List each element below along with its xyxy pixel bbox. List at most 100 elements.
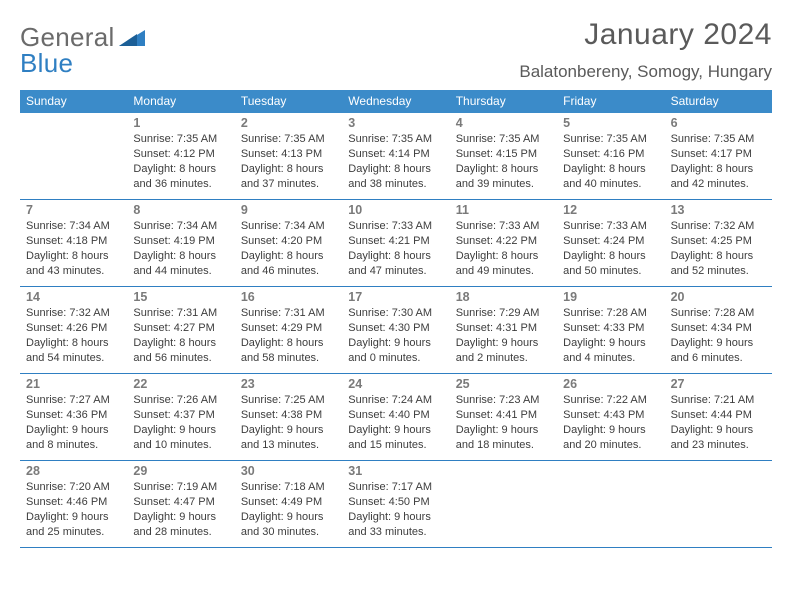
- day-detail-line: Daylight: 9 hours: [133, 510, 228, 525]
- day-detail-line: Sunrise: 7:20 AM: [26, 480, 121, 495]
- day-detail-line: Sunset: 4:25 PM: [671, 234, 766, 249]
- day-number: 14: [26, 290, 121, 304]
- day-detail-line: Sunset: 4:22 PM: [456, 234, 551, 249]
- day-detail-line: Daylight: 8 hours: [133, 249, 228, 264]
- day-detail-line: Sunrise: 7:27 AM: [26, 393, 121, 408]
- day-detail-line: Daylight: 9 hours: [671, 336, 766, 351]
- day-detail-line: and 58 minutes.: [241, 351, 336, 366]
- day-cell: 25Sunrise: 7:23 AMSunset: 4:41 PMDayligh…: [450, 374, 557, 460]
- day-detail-line: Sunset: 4:27 PM: [133, 321, 228, 336]
- day-detail-line: Daylight: 8 hours: [133, 162, 228, 177]
- weekday-header-row: SundayMondayTuesdayWednesdayThursdayFrid…: [20, 90, 772, 113]
- day-detail-line: Sunrise: 7:35 AM: [133, 132, 228, 147]
- day-detail-line: Sunset: 4:29 PM: [241, 321, 336, 336]
- day-detail-line: Daylight: 8 hours: [26, 249, 121, 264]
- day-number: 24: [348, 377, 443, 391]
- day-detail-line: Sunset: 4:46 PM: [26, 495, 121, 510]
- day-detail-line: Sunrise: 7:35 AM: [348, 132, 443, 147]
- day-cell: 8Sunrise: 7:34 AMSunset: 4:19 PMDaylight…: [127, 200, 234, 286]
- day-detail-line: Daylight: 8 hours: [348, 162, 443, 177]
- calendar: SundayMondayTuesdayWednesdayThursdayFrid…: [20, 90, 772, 548]
- day-detail-line: and 10 minutes.: [133, 438, 228, 453]
- day-detail-line: Sunrise: 7:28 AM: [671, 306, 766, 321]
- day-detail-line: Sunrise: 7:31 AM: [241, 306, 336, 321]
- day-number: 6: [671, 116, 766, 130]
- day-number: 21: [26, 377, 121, 391]
- brand-logo: General Blue: [20, 18, 145, 76]
- day-detail-line: Sunrise: 7:35 AM: [241, 132, 336, 147]
- day-detail-line: Sunrise: 7:33 AM: [563, 219, 658, 234]
- day-detail-line: Sunrise: 7:25 AM: [241, 393, 336, 408]
- day-cell: 3Sunrise: 7:35 AMSunset: 4:14 PMDaylight…: [342, 113, 449, 199]
- day-detail-line: Sunset: 4:43 PM: [563, 408, 658, 423]
- day-number: 10: [348, 203, 443, 217]
- day-detail-line: and 33 minutes.: [348, 525, 443, 540]
- day-detail-line: Sunrise: 7:32 AM: [671, 219, 766, 234]
- day-detail-line: Sunrise: 7:32 AM: [26, 306, 121, 321]
- day-detail-line: and 15 minutes.: [348, 438, 443, 453]
- day-detail-line: Daylight: 9 hours: [26, 510, 121, 525]
- day-detail-line: Sunset: 4:17 PM: [671, 147, 766, 162]
- location-label: Balatonbereny, Somogy, Hungary: [519, 62, 772, 82]
- day-cell: 13Sunrise: 7:32 AMSunset: 4:25 PMDayligh…: [665, 200, 772, 286]
- day-number: 4: [456, 116, 551, 130]
- day-detail-line: Daylight: 9 hours: [133, 423, 228, 438]
- day-number: 2: [241, 116, 336, 130]
- day-cell: 30Sunrise: 7:18 AMSunset: 4:49 PMDayligh…: [235, 461, 342, 547]
- day-number: 25: [456, 377, 551, 391]
- day-detail-line: and 23 minutes.: [671, 438, 766, 453]
- day-detail-line: Sunset: 4:31 PM: [456, 321, 551, 336]
- day-detail-line: Sunset: 4:47 PM: [133, 495, 228, 510]
- day-cell: 29Sunrise: 7:19 AMSunset: 4:47 PMDayligh…: [127, 461, 234, 547]
- weekday-header: Friday: [557, 90, 664, 113]
- day-detail-line: Sunset: 4:15 PM: [456, 147, 551, 162]
- day-detail-line: Sunset: 4:30 PM: [348, 321, 443, 336]
- day-cell: 20Sunrise: 7:28 AMSunset: 4:34 PMDayligh…: [665, 287, 772, 373]
- day-detail-line: and 46 minutes.: [241, 264, 336, 279]
- day-number: 13: [671, 203, 766, 217]
- day-detail-line: and 18 minutes.: [456, 438, 551, 453]
- day-cell: 2Sunrise: 7:35 AMSunset: 4:13 PMDaylight…: [235, 113, 342, 199]
- week-row: 1Sunrise: 7:35 AMSunset: 4:12 PMDaylight…: [20, 113, 772, 200]
- day-detail-line: Sunrise: 7:35 AM: [671, 132, 766, 147]
- week-row: 14Sunrise: 7:32 AMSunset: 4:26 PMDayligh…: [20, 287, 772, 374]
- day-detail-line: and 38 minutes.: [348, 177, 443, 192]
- day-cell: 21Sunrise: 7:27 AMSunset: 4:36 PMDayligh…: [20, 374, 127, 460]
- weekday-header: Tuesday: [235, 90, 342, 113]
- day-detail-line: and 56 minutes.: [133, 351, 228, 366]
- day-detail-line: Sunrise: 7:31 AM: [133, 306, 228, 321]
- day-detail-line: Sunrise: 7:23 AM: [456, 393, 551, 408]
- day-detail-line: Sunset: 4:40 PM: [348, 408, 443, 423]
- day-detail-line: and 39 minutes.: [456, 177, 551, 192]
- day-detail-line: and 36 minutes.: [133, 177, 228, 192]
- day-cell: [557, 461, 664, 547]
- day-number: 17: [348, 290, 443, 304]
- day-detail-line: Daylight: 9 hours: [241, 510, 336, 525]
- day-detail-line: and 52 minutes.: [671, 264, 766, 279]
- day-detail-line: Sunset: 4:24 PM: [563, 234, 658, 249]
- day-detail-line: Daylight: 9 hours: [563, 336, 658, 351]
- day-detail-line: Daylight: 8 hours: [26, 336, 121, 351]
- day-cell: 24Sunrise: 7:24 AMSunset: 4:40 PMDayligh…: [342, 374, 449, 460]
- day-detail-line: and 54 minutes.: [26, 351, 121, 366]
- day-detail-line: Daylight: 9 hours: [26, 423, 121, 438]
- day-detail-line: Sunrise: 7:35 AM: [456, 132, 551, 147]
- day-detail-line: Sunrise: 7:35 AM: [563, 132, 658, 147]
- week-row: 7Sunrise: 7:34 AMSunset: 4:18 PMDaylight…: [20, 200, 772, 287]
- weekday-header: Sunday: [20, 90, 127, 113]
- day-detail-line: Sunrise: 7:28 AM: [563, 306, 658, 321]
- day-cell: 23Sunrise: 7:25 AMSunset: 4:38 PMDayligh…: [235, 374, 342, 460]
- day-detail-line: Sunset: 4:19 PM: [133, 234, 228, 249]
- day-detail-line: and 40 minutes.: [563, 177, 658, 192]
- day-detail-line: Daylight: 9 hours: [563, 423, 658, 438]
- day-cell: 17Sunrise: 7:30 AMSunset: 4:30 PMDayligh…: [342, 287, 449, 373]
- day-cell: 16Sunrise: 7:31 AMSunset: 4:29 PMDayligh…: [235, 287, 342, 373]
- day-cell: 18Sunrise: 7:29 AMSunset: 4:31 PMDayligh…: [450, 287, 557, 373]
- day-detail-line: Sunset: 4:14 PM: [348, 147, 443, 162]
- day-detail-line: Sunset: 4:37 PM: [133, 408, 228, 423]
- day-detail-line: Daylight: 8 hours: [563, 249, 658, 264]
- day-cell: 28Sunrise: 7:20 AMSunset: 4:46 PMDayligh…: [20, 461, 127, 547]
- brand-text: General Blue: [20, 24, 145, 76]
- day-number: 18: [456, 290, 551, 304]
- day-detail-line: Daylight: 9 hours: [348, 336, 443, 351]
